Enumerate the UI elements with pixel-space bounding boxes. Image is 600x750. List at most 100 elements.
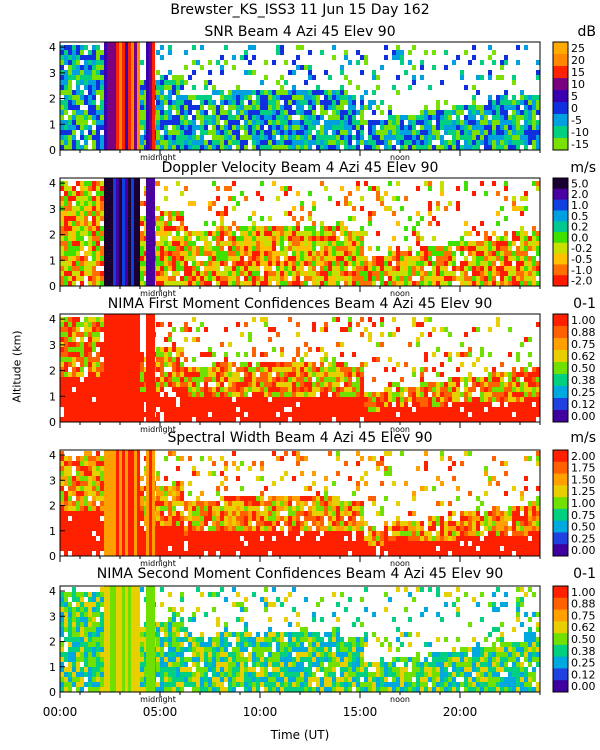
heatmap-cell [80, 536, 84, 541]
heatmap-cell [272, 90, 276, 95]
heatmap-cell [300, 100, 304, 105]
heatmap-cell [512, 281, 516, 286]
heatmap-cell [64, 322, 68, 327]
heatmap-cell [388, 206, 392, 211]
heatmap-cell [84, 201, 88, 206]
heatmap-cell [76, 221, 80, 226]
heatmap-cell [88, 382, 92, 387]
heatmap-cell [396, 140, 400, 145]
heatmap-cell [340, 327, 344, 332]
heatmap-cell [472, 145, 476, 150]
heatmap-cell [68, 105, 72, 110]
heatmap-cell [96, 322, 100, 327]
heatmap-cell [92, 120, 96, 125]
heatmap-cell [64, 471, 68, 476]
heatmap-cell [388, 276, 392, 281]
heatmap-cell [372, 145, 376, 150]
heatmap-cell [140, 397, 144, 402]
heatmap-cell [64, 402, 68, 407]
colorbar-label: 25 [571, 42, 585, 55]
heatmap-cell [320, 392, 324, 397]
heatmap-cell [236, 201, 240, 206]
heatmap-cell [512, 206, 516, 211]
heatmap-cell [480, 115, 484, 120]
heatmap-cell [176, 125, 180, 130]
heatmap-cell [68, 145, 72, 150]
heatmap-cell [140, 382, 144, 387]
heatmap-cell [228, 251, 232, 256]
heatmap-cell [292, 236, 296, 241]
heatmap-cell [100, 387, 104, 392]
heatmap-cell [420, 140, 424, 145]
heatmap-cell [352, 392, 356, 397]
heatmap-cell [252, 90, 256, 95]
heatmap-cell [60, 281, 64, 286]
heatmap-cell [524, 135, 528, 140]
heatmap-cell [268, 256, 272, 261]
heatmap-cell [172, 211, 176, 216]
colorbar-label: 0.00 [571, 410, 596, 423]
heatmap-cell [268, 105, 272, 110]
heatmap-cell [208, 402, 212, 407]
heatmap-cell [96, 337, 100, 342]
heatmap-cell [396, 276, 400, 281]
heatmap-cell [508, 241, 512, 246]
heatmap-cell [88, 342, 92, 347]
heatmap-cell [432, 115, 436, 120]
heatmap-cell [228, 110, 232, 115]
heatmap-cell [408, 261, 412, 266]
storm-stripe [152, 314, 155, 422]
heatmap-cell [172, 387, 176, 392]
heatmap-cell [420, 75, 424, 80]
heatmap-cell [300, 110, 304, 115]
heatmap-cell [80, 417, 84, 422]
heatmap-cell [476, 110, 480, 115]
heatmap-cell [416, 140, 420, 145]
heatmap-cell [444, 266, 448, 271]
heatmap-cell [348, 216, 352, 221]
heatmap-cell [216, 246, 220, 251]
heatmap-cell [92, 417, 96, 422]
heatmap-cell [500, 130, 504, 135]
heatmap-cell [64, 327, 68, 332]
heatmap-cell [276, 100, 280, 105]
heatmap-cell [168, 352, 172, 357]
heatmap-cell [100, 120, 104, 125]
heatmap-cell [356, 135, 360, 140]
heatmap-cell [324, 322, 328, 327]
heatmap-cell [448, 417, 452, 422]
heatmap-cell [392, 145, 396, 150]
heatmap-cell [260, 140, 264, 145]
heatmap-cell [368, 135, 372, 140]
heatmap-cell [528, 281, 532, 286]
heatmap-cell [216, 196, 220, 201]
heatmap-cell [284, 135, 288, 140]
heatmap-cell [68, 317, 72, 322]
heatmap-cell [468, 261, 472, 266]
heatmap-cell [244, 352, 248, 357]
heatmap-cell [232, 377, 236, 382]
heatmap-cell [68, 511, 72, 516]
heatmap-cell [156, 231, 160, 236]
heatmap-cell [316, 276, 320, 281]
heatmap-cell [360, 261, 364, 266]
heatmap-cell [412, 271, 416, 276]
heatmap-cell [520, 211, 524, 216]
heatmap-cell [368, 392, 372, 397]
heatmap-cell [212, 352, 216, 357]
heatmap-cell [332, 236, 336, 241]
heatmap-cell [484, 135, 488, 140]
heatmap-cell [452, 407, 456, 412]
heatmap-cell [264, 397, 268, 402]
heatmap-cell [404, 402, 408, 407]
heatmap-cell [272, 402, 276, 407]
heatmap-cell [272, 100, 276, 105]
heatmap-cell [140, 402, 144, 407]
heatmap-cell [236, 95, 240, 100]
heatmap-cell [304, 100, 308, 105]
heatmap-cell [208, 387, 212, 392]
heatmap-cell [92, 75, 96, 80]
heatmap-cell [284, 281, 288, 286]
heatmap-cell [324, 135, 328, 140]
heatmap-cell [192, 271, 196, 276]
